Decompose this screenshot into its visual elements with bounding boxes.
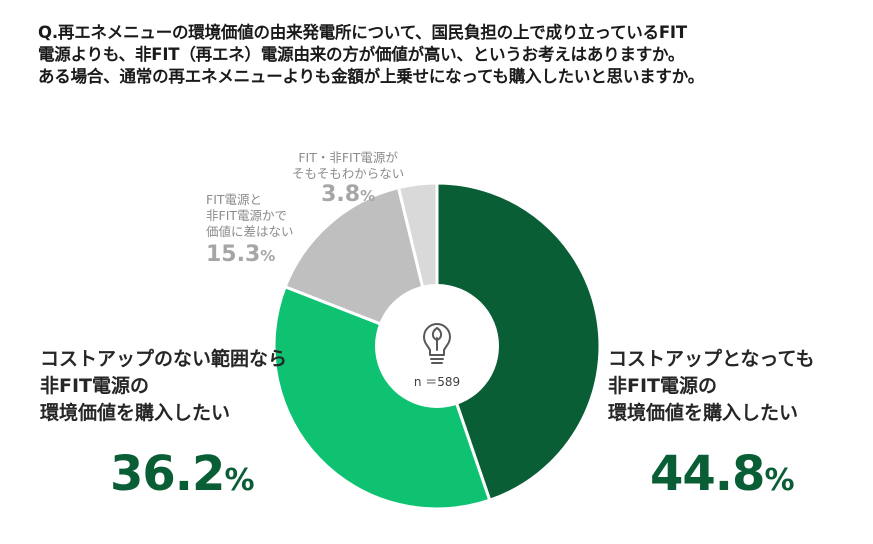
label-seg4-line2: そもそもわからない: [292, 166, 405, 181]
label-seg2-pct: 36.2%: [110, 446, 255, 502]
label-seg3-line2: 非FIT電源かで: [206, 208, 288, 223]
question-line-3: ある場合、通常の再エネメニューよりも金額が上乗せになっても購入したいと思いますか…: [38, 67, 704, 86]
label-seg3-line1: FIT電源と: [206, 192, 263, 207]
label-seg3-pct: 15.3%: [206, 242, 276, 267]
label-seg1-line2: 非FIT電源の: [608, 373, 718, 400]
question-line-2: 電源よりも、非FIT（再エネ）電源由来の方が価値が高い、というお考えはありますか…: [38, 45, 685, 64]
label-seg2: コストアップのない範囲なら 非FIT電源の 環境価値を購入したい: [40, 346, 287, 427]
label-seg2-line3: 環境価値を購入したい: [40, 400, 231, 427]
lightbulb-leaf-icon: [423, 323, 451, 364]
label-seg4-pct: 3.8%: [321, 182, 376, 207]
question-title: Q.再エネメニューの環境価値の由来発電所について、国民負担の上で成り立っているF…: [38, 22, 858, 88]
question-line-1: Q.再エネメニューの環境価値の由来発電所について、国民負担の上で成り立っているF…: [38, 23, 687, 42]
label-seg3: FIT電源と 非FIT電源かで 価値に差はない 15.3%: [206, 192, 294, 269]
label-seg1-pct: 44.8%: [650, 446, 795, 502]
sample-size-label: n ＝589: [413, 375, 461, 389]
label-seg1: コストアップとなっても 非FIT電源の 環境価値を購入したい: [608, 346, 815, 427]
donut-slices: [272, 181, 602, 511]
label-seg1-line1: コストアップとなっても: [608, 348, 815, 370]
label-seg1-line3: 環境価値を購入したい: [608, 400, 799, 427]
label-seg2-line2: 非FIT電源の: [40, 373, 150, 400]
label-seg2-line1: コストアップのない範囲なら: [40, 348, 288, 370]
slice-no-cost-up: [272, 284, 492, 511]
label-seg4: FIT・非FIT電源が そもそもわからない 3.8%: [292, 150, 404, 209]
label-seg4-line1: FIT・非FIT電源が: [298, 150, 398, 165]
label-seg3-line3: 価値に差はない: [206, 224, 294, 239]
slice-cost-up-ok: [435, 181, 602, 503]
